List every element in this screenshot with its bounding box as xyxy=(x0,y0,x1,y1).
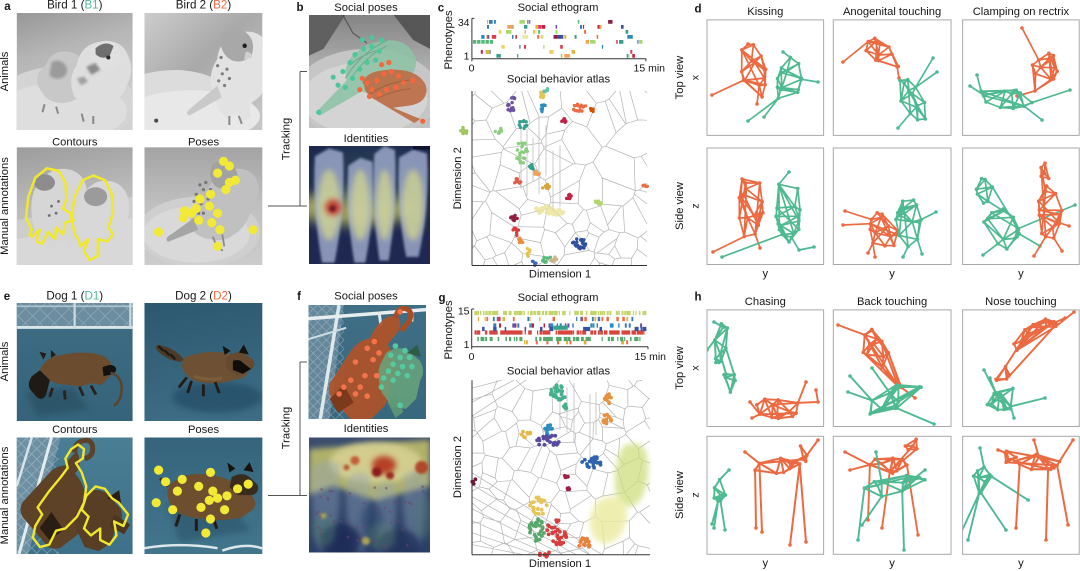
svg-text:Social behavior atlas: Social behavior atlas xyxy=(507,365,611,377)
svg-text:0: 0 xyxy=(469,351,475,363)
svg-text:Back touching: Back touching xyxy=(857,296,927,308)
svg-text:Dimension 1: Dimension 1 xyxy=(529,269,591,281)
svg-text:1: 1 xyxy=(464,339,470,351)
svg-text:Anogenital touching: Anogenital touching xyxy=(843,6,941,18)
svg-text:Contours: Contours xyxy=(52,137,98,149)
svg-text:Poses: Poses xyxy=(188,137,219,149)
svg-text:Kissing: Kissing xyxy=(747,6,783,18)
svg-text:Phenotypes: Phenotypes xyxy=(443,300,455,359)
svg-text:Top view: Top view xyxy=(674,55,686,99)
svg-text:y: y xyxy=(1018,558,1024,570)
svg-text:y: y xyxy=(889,558,895,570)
svg-text:x: x xyxy=(690,365,702,371)
svg-text:Dog 2 (D2): Dog 2 (D2) xyxy=(175,290,232,303)
svg-text:Clamping on rectrix: Clamping on rectrix xyxy=(973,6,1070,18)
svg-text:Bird 2 (B2): Bird 2 (B2) xyxy=(176,0,232,12)
svg-text:Dimension 1: Dimension 1 xyxy=(529,558,591,570)
svg-text:c: c xyxy=(438,3,445,15)
svg-text:Social ethogram: Social ethogram xyxy=(518,292,599,304)
svg-text:f: f xyxy=(297,291,301,303)
svg-text:Manual annotations: Manual annotations xyxy=(0,157,11,255)
svg-text:Social ethogram: Social ethogram xyxy=(518,2,599,14)
svg-text:y: y xyxy=(763,558,769,570)
svg-text:y: y xyxy=(763,268,769,280)
svg-text:Social poses: Social poses xyxy=(334,2,398,14)
svg-text:b: b xyxy=(296,2,303,14)
svg-text:Chasing: Chasing xyxy=(745,296,786,308)
svg-text:Tracking: Tracking xyxy=(281,407,293,449)
svg-text:Side view: Side view xyxy=(674,181,686,230)
svg-text:e: e xyxy=(4,291,10,303)
svg-text:Dimension 2: Dimension 2 xyxy=(452,436,464,498)
svg-text:h: h xyxy=(694,292,701,304)
svg-text:1: 1 xyxy=(464,51,470,63)
svg-text:Manual annotations: Manual annotations xyxy=(0,446,11,544)
svg-text:a: a xyxy=(4,1,11,13)
svg-text:d: d xyxy=(694,4,701,16)
svg-text:15 min: 15 min xyxy=(633,63,665,75)
svg-text:15 min: 15 min xyxy=(634,351,666,363)
svg-text:Dimension 2: Dimension 2 xyxy=(452,147,464,209)
svg-text:Identities: Identities xyxy=(344,133,389,145)
svg-text:Top view: Top view xyxy=(674,345,686,389)
svg-text:Contours: Contours xyxy=(52,424,98,436)
svg-text:Dog 1 (D1): Dog 1 (D1) xyxy=(46,290,103,303)
svg-text:z: z xyxy=(690,203,702,208)
svg-text:x: x xyxy=(690,74,702,80)
svg-text:y: y xyxy=(1018,268,1024,280)
svg-text:Poses: Poses xyxy=(188,424,219,436)
svg-text:34: 34 xyxy=(458,17,470,29)
svg-text:Phenotypes: Phenotypes xyxy=(443,10,455,69)
svg-text:Bird 1 (B1): Bird 1 (B1) xyxy=(47,0,103,12)
svg-text:Social behavior atlas: Social behavior atlas xyxy=(507,73,611,85)
svg-text:z: z xyxy=(690,492,702,497)
svg-text:y: y xyxy=(889,268,895,280)
svg-text:Side view: Side view xyxy=(674,470,686,519)
svg-text:15: 15 xyxy=(458,306,470,318)
svg-text:Animals: Animals xyxy=(0,51,11,91)
svg-text:Identities: Identities xyxy=(344,423,389,435)
svg-text:0: 0 xyxy=(469,63,475,75)
svg-text:Tracking: Tracking xyxy=(281,118,293,160)
svg-text:Social poses: Social poses xyxy=(334,291,398,303)
svg-text:g: g xyxy=(438,293,445,305)
svg-text:Animals: Animals xyxy=(0,341,11,381)
svg-text:Nose touching: Nose touching xyxy=(985,296,1057,308)
